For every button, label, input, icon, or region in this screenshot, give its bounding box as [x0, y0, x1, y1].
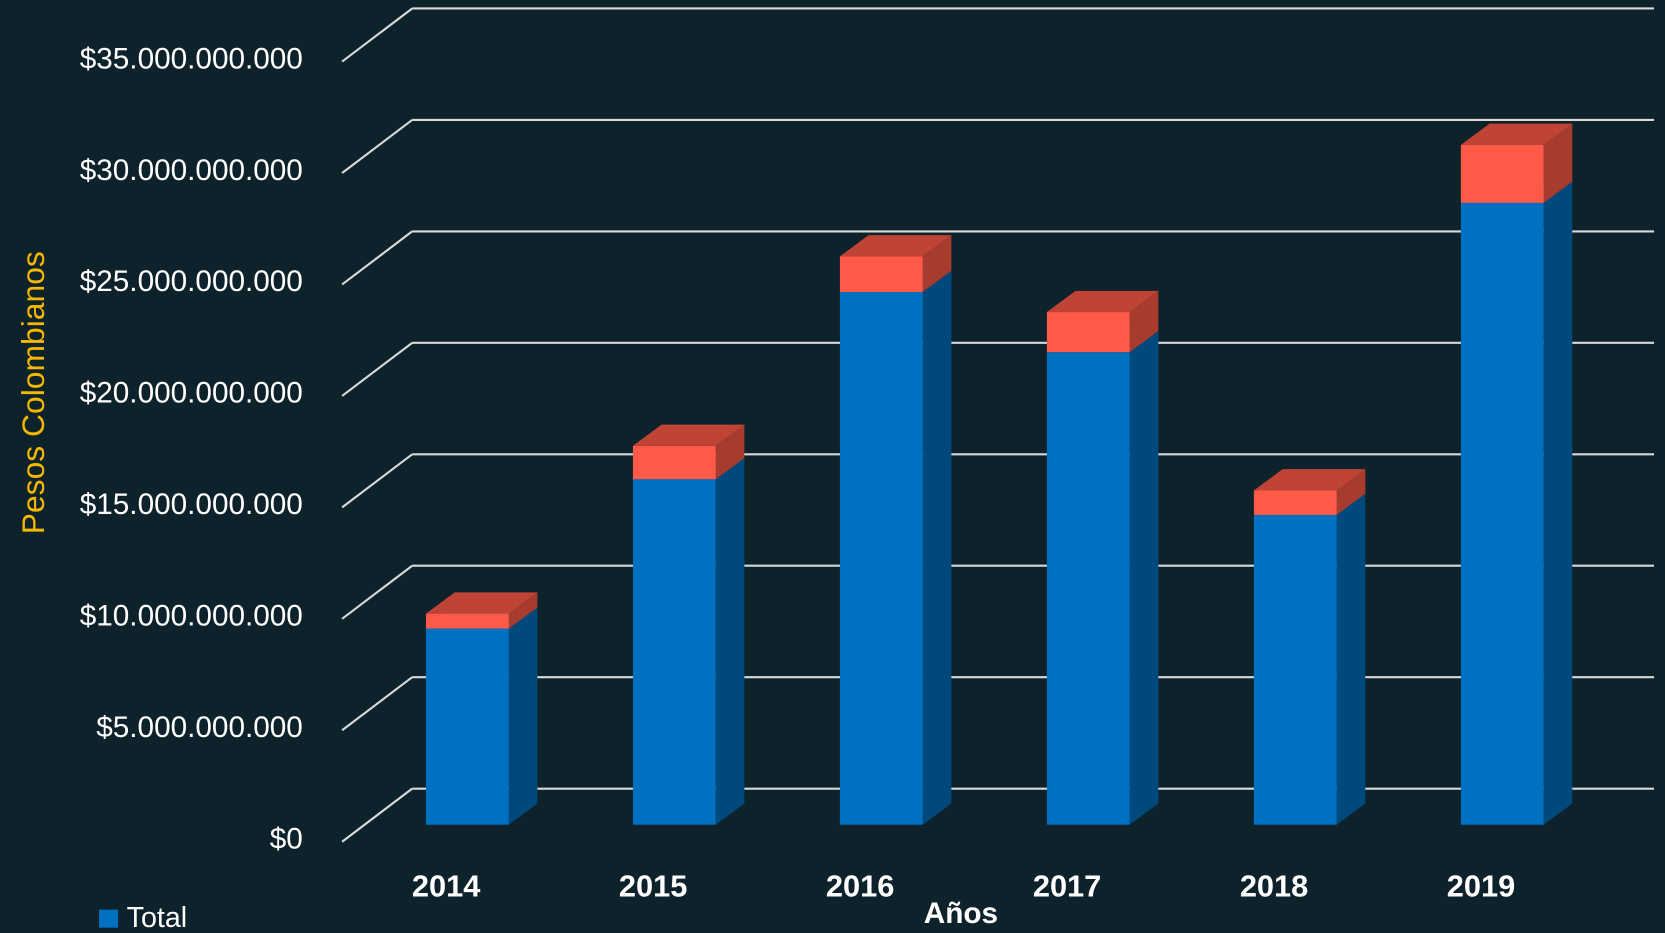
y-tick-label: $25.000.000.000 — [80, 265, 303, 298]
bar-top — [1253, 469, 1366, 491]
grid-line-side — [341, 564, 413, 620]
bar-side — [1129, 290, 1159, 353]
bar — [632, 479, 716, 825]
y-tick-label: $30.000.000.000 — [80, 154, 303, 187]
x-tick-label: 2019 — [1447, 869, 1515, 904]
bar — [839, 256, 923, 293]
x-tick-label: 2014 — [412, 869, 480, 904]
y-tick-label: $5.000.000.000 — [96, 711, 303, 744]
bar-top — [425, 592, 538, 614]
bar-side — [508, 607, 538, 825]
bar — [425, 613, 509, 629]
grid-line-side — [341, 453, 413, 509]
y-tick-label: $20.000.000.000 — [80, 377, 303, 410]
y-tick-label: $15.000.000.000 — [80, 488, 303, 521]
bar — [425, 628, 509, 825]
bar-side — [1336, 469, 1366, 515]
bar-top — [632, 424, 745, 446]
y-tick-label: $0 — [270, 822, 303, 855]
grid-line-side — [341, 7, 413, 63]
bar-side — [922, 235, 952, 293]
grid-line-side — [341, 787, 413, 843]
bar — [1253, 514, 1337, 825]
bar-side — [1336, 493, 1366, 825]
bar-side — [922, 270, 952, 825]
bar-side — [715, 458, 745, 825]
x-axis-title: Años — [924, 897, 998, 930]
x-tick-label: 2018 — [1240, 869, 1308, 904]
bar — [1460, 144, 1544, 203]
bar — [839, 292, 923, 825]
x-tick-label: 2016 — [826, 869, 894, 904]
grid-line-side — [341, 676, 413, 732]
bar — [1253, 490, 1337, 515]
bar-top — [1046, 290, 1159, 313]
bar-side — [1129, 330, 1159, 825]
grid-line-side — [341, 341, 413, 397]
bar — [632, 445, 716, 480]
bar — [1046, 352, 1130, 825]
bar-top — [839, 235, 952, 257]
x-tick-label: 2015 — [619, 869, 687, 904]
bar-side — [1543, 181, 1573, 825]
bar — [1046, 312, 1130, 353]
y-tick-label: $35.000.000.000 — [80, 42, 303, 75]
y-axis-title: Pesos Colombianos — [15, 251, 51, 534]
bar-top — [1460, 123, 1573, 145]
legend-swatch — [99, 909, 119, 928]
bar — [1460, 202, 1544, 825]
legend-label: Total — [127, 902, 188, 933]
grid-line-side — [341, 230, 413, 286]
grid-line-side — [341, 119, 413, 174]
bar-side — [1543, 123, 1573, 203]
y-tick-label: $10.000.000.000 — [80, 600, 303, 633]
bar-side — [715, 424, 745, 480]
x-tick-label: 2017 — [1033, 869, 1101, 904]
bar-side — [508, 592, 538, 629]
